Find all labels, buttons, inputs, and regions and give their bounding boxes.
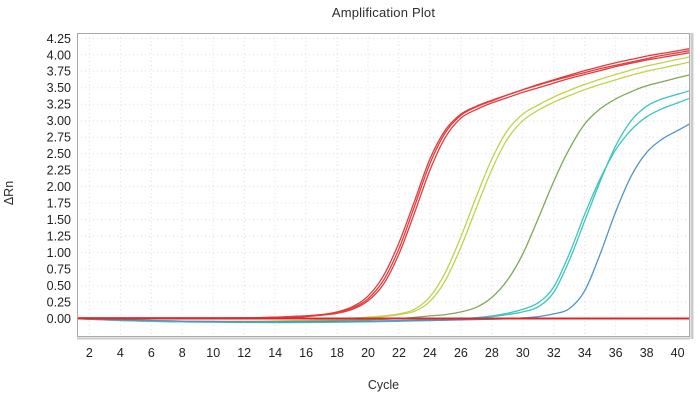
y-tick-label: 2.75: [47, 131, 71, 145]
y-tick-label: 1.75: [47, 197, 71, 211]
x-tick-label: 16: [299, 346, 313, 360]
y-tick-label: 0.50: [47, 279, 71, 293]
y-tick-label: 0.75: [47, 263, 71, 277]
amplification-curves: [77, 48, 690, 324]
x-tick-label: 28: [485, 346, 499, 360]
x-tick-label: 14: [268, 346, 282, 360]
x-tick-label: 36: [609, 346, 623, 360]
x-tick-label: 12: [237, 346, 251, 360]
x-axis-label: Cycle: [367, 378, 400, 392]
x-tick-label: 20: [361, 346, 375, 360]
x-tick-label: 26: [454, 346, 468, 360]
curve-teal-replicate-2: [77, 97, 690, 324]
y-tick-label: 4.25: [47, 32, 71, 46]
y-tick-label: 2.50: [47, 147, 71, 161]
x-tick-label: 8: [179, 346, 186, 360]
curve-red-replicate-3: [77, 48, 690, 319]
y-tick-label: 0.00: [47, 312, 71, 326]
curve-blue-replicate-1: [77, 123, 690, 323]
curve-red-replicate-2: [77, 52, 690, 320]
y-tick-label: 3.50: [47, 81, 71, 95]
x-tick-label: 2: [86, 346, 93, 360]
x-tick-label: 24: [423, 346, 437, 360]
gridlines: [77, 33, 690, 337]
chart-title: Amplification Plot: [331, 5, 436, 20]
y-tick-label: 3.00: [47, 114, 71, 128]
x-tick-label: 4: [117, 346, 124, 360]
y-tick-label: 1.00: [47, 246, 71, 260]
x-axis-tick-labels: 2 4 6 8 10 12 14 16 18 20 22 24 26 28 30 32 34 36 38 40: [86, 346, 685, 360]
y-tick-label: 3.75: [47, 65, 71, 79]
y-tick-label: 1.50: [47, 213, 71, 227]
x-tick-label: 10: [206, 346, 220, 360]
curve-lime-replicate-1: [77, 56, 690, 322]
x-tick-label: 40: [671, 346, 685, 360]
x-tick-label: 30: [516, 346, 530, 360]
y-tick-label: 0.25: [47, 296, 71, 310]
y-tick-label: 2.00: [47, 180, 71, 194]
x-tick-label: 32: [547, 346, 561, 360]
plot-border: [77, 33, 690, 337]
y-tick-label: 1.25: [47, 230, 71, 244]
y-axis-tick-labels: 4.25 4.00 3.75 3.50 3.25 3.00 2.75 2.50 2.25 2.00…: [47, 32, 71, 326]
x-tick-label: 6: [148, 346, 155, 360]
x-tick-label: 34: [578, 346, 592, 360]
y-tick-label: 4.00: [47, 48, 71, 62]
x-tick-label: 22: [392, 346, 406, 360]
x-tick-label: 38: [640, 346, 654, 360]
x-tick-label: 18: [330, 346, 344, 360]
y-tick-label: 2.25: [47, 164, 71, 178]
y-tick-label: 3.25: [47, 98, 71, 112]
